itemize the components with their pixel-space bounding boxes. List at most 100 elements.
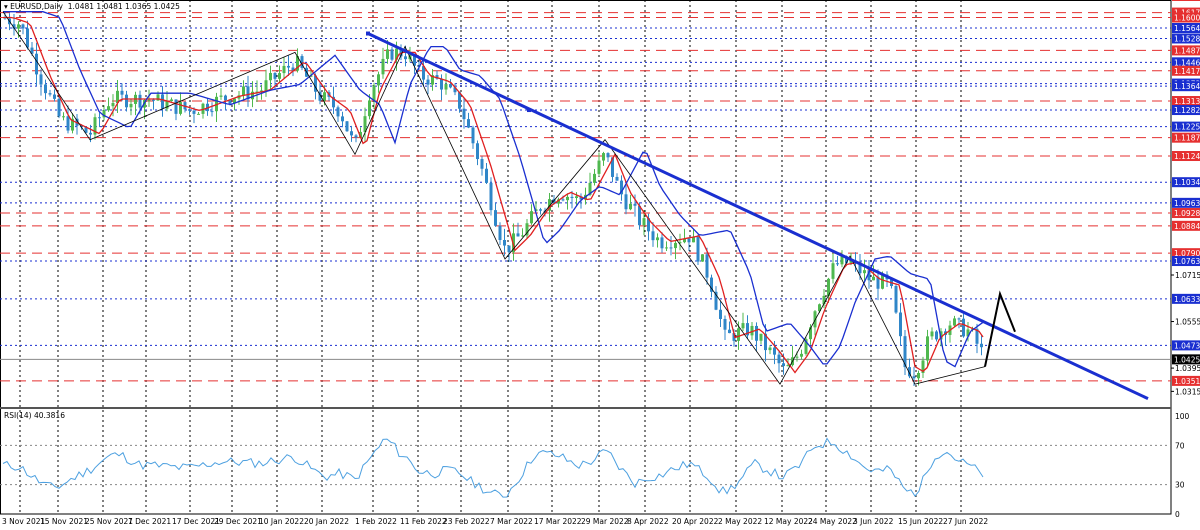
candle-body — [174, 99, 178, 114]
candle-body — [687, 238, 691, 243]
candle-body — [435, 75, 439, 79]
plot-frame — [0, 0, 1172, 515]
candle-body — [44, 84, 47, 94]
candle-body — [746, 323, 749, 336]
candle-body — [566, 196, 569, 201]
candle-body — [831, 263, 835, 279]
candle-body — [903, 336, 907, 368]
candle-body — [647, 218, 650, 232]
candle-body — [381, 58, 385, 75]
candle-body — [773, 347, 776, 355]
candle-body — [53, 94, 56, 99]
candle-body — [768, 347, 772, 351]
candle-body — [251, 91, 254, 100]
candle-body — [615, 176, 619, 181]
candle-body — [228, 100, 232, 104]
level-price-label: 1.1487 — [1174, 46, 1200, 55]
collapse-arrow-icon[interactable]: ▾ — [4, 2, 11, 11]
candle-body — [669, 247, 673, 249]
rsi-axis-label: 0 — [1175, 510, 1180, 519]
x-tick-label: 25 Nov 2021 — [85, 517, 133, 526]
candle-body — [467, 119, 470, 128]
candle-body — [255, 91, 259, 93]
candle-body — [629, 203, 632, 210]
candle-body — [678, 242, 682, 244]
candle-body — [278, 73, 281, 79]
candle-body — [732, 333, 736, 341]
candle-body — [422, 66, 425, 80]
candle-body — [444, 84, 448, 90]
candle-body — [12, 24, 16, 29]
candle-body — [260, 90, 263, 92]
x-tick-label: 17 Mar 2022 — [534, 517, 582, 526]
candle-body — [800, 353, 803, 357]
candle-body — [620, 180, 623, 195]
candle-body — [48, 93, 52, 95]
candle-body — [665, 247, 668, 249]
candle-body — [192, 110, 196, 114]
candle-body — [930, 331, 934, 337]
level-price-tag — [1172, 121, 1200, 132]
x-tick-label: 3 Jun 2022 — [853, 517, 894, 526]
projection-path — [984, 290, 1016, 367]
current-price-tag — [1172, 354, 1200, 365]
candle-body — [579, 196, 583, 200]
candle-body — [741, 323, 745, 329]
price-axis-label: 1.0315 — [1175, 387, 1200, 396]
x-tick-label: 12 May 2022 — [764, 517, 813, 526]
candle-body — [219, 95, 223, 97]
candle-body — [449, 84, 452, 88]
candle-body — [197, 113, 200, 115]
candle-body — [242, 86, 245, 96]
level-price-label: 1.1313 — [1174, 97, 1200, 106]
candle-body — [125, 94, 128, 108]
candle-body — [35, 53, 38, 75]
candle-body — [363, 116, 367, 132]
candle-body — [66, 116, 70, 131]
candle-body — [525, 223, 529, 236]
candle-body — [84, 127, 88, 133]
rsi-axis-label: 70 — [1175, 441, 1185, 450]
rsi-label: RSI(14) 40.3816 — [4, 411, 65, 420]
candle-body — [354, 135, 358, 138]
rsi-axis-label: 30 — [1175, 481, 1185, 490]
candle-body — [611, 157, 614, 177]
candle-body — [606, 153, 610, 158]
candle-body — [827, 278, 830, 296]
level-price-tag — [1172, 12, 1200, 23]
candle-body — [341, 116, 344, 122]
candle-body — [840, 256, 844, 265]
candle-body — [836, 263, 839, 265]
chart-header: ▾ EURUSD,Daily 1.0481 1.0481 1.0365 1.04… — [4, 2, 180, 11]
candle-body — [404, 56, 407, 60]
candle-body — [651, 231, 655, 241]
candle-body — [809, 327, 812, 340]
candle-body — [152, 99, 155, 101]
candle-body — [507, 245, 511, 253]
candle-body — [674, 242, 677, 249]
candle-body — [21, 24, 25, 29]
x-tick-label: 8 Apr 2022 — [627, 517, 669, 526]
candle-body — [660, 237, 664, 249]
candle-body — [494, 210, 497, 226]
candle-body — [462, 108, 466, 120]
level-price-label: 1.1564 — [1174, 24, 1200, 33]
candle-body — [350, 131, 353, 136]
rsi-axis-label: 100 — [1175, 412, 1190, 421]
candle-body — [899, 312, 902, 337]
x-tick-label: 29 Dec 2021 — [214, 517, 262, 526]
candle-body — [939, 331, 943, 340]
level-price-tag — [1172, 375, 1200, 386]
level-price-tag — [1172, 293, 1200, 304]
candle-body — [39, 74, 43, 85]
candle-body — [602, 153, 605, 161]
candle-body — [759, 333, 763, 341]
candle-body — [116, 90, 119, 103]
candle-body — [224, 95, 227, 101]
candle-body — [318, 91, 322, 101]
candle-body — [480, 159, 484, 169]
rsi-line — [2, 437, 984, 498]
x-tick-label: 2 May 2022 — [718, 517, 762, 526]
